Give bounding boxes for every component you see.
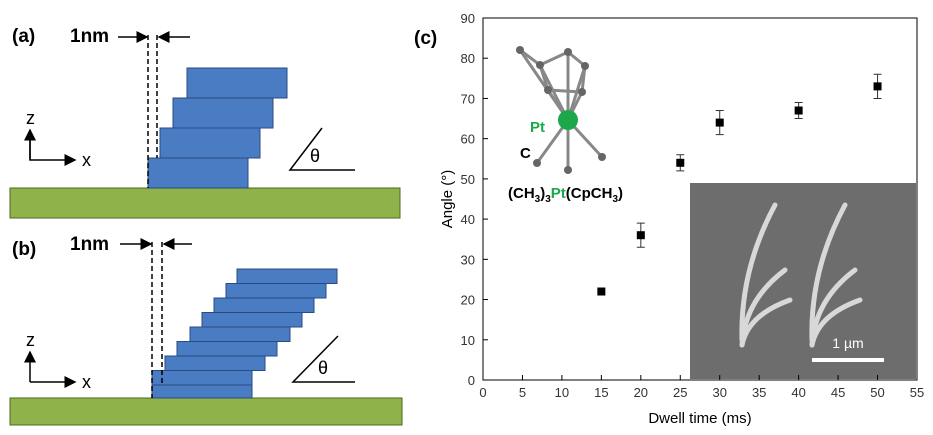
substrate bbox=[10, 398, 402, 425]
axis-x: x bbox=[82, 150, 91, 170]
y-tick-label: 10 bbox=[461, 333, 475, 348]
layers bbox=[148, 68, 287, 188]
x-tick-label: 0 bbox=[479, 385, 486, 400]
point bbox=[795, 107, 803, 115]
y-tick-label: 70 bbox=[461, 91, 475, 106]
sem-image bbox=[690, 183, 916, 379]
y-tick-label: 30 bbox=[461, 252, 475, 267]
pt-label: Pt bbox=[530, 119, 545, 136]
point bbox=[874, 82, 882, 90]
x-tick-label: 20 bbox=[634, 385, 648, 400]
figure: (a) 1nm z x θ (b) 1nm bbox=[0, 0, 933, 430]
c-label: C bbox=[520, 145, 531, 162]
axis-z: z bbox=[26, 108, 35, 128]
layers bbox=[152, 269, 337, 398]
x-axis-title: Dwell time (ms) bbox=[648, 410, 751, 427]
angle bbox=[290, 128, 355, 170]
point bbox=[637, 231, 645, 239]
point bbox=[716, 119, 724, 127]
formula: (CH3)3Pt(CpCH3) bbox=[508, 185, 623, 205]
formula-part: (CpCH bbox=[566, 185, 613, 202]
point bbox=[597, 288, 605, 296]
x-tick-label: 5 bbox=[519, 385, 526, 400]
x-tick-label: 10 bbox=[555, 385, 569, 400]
theta: θ bbox=[310, 146, 320, 166]
panel-a: (a) 1nm z x θ bbox=[10, 26, 400, 218]
y-tick-label: 0 bbox=[468, 373, 475, 388]
panel-label: (a) bbox=[12, 26, 35, 47]
panel-b: (b) 1nm z x θ bbox=[10, 234, 402, 425]
point bbox=[676, 159, 684, 167]
x-tick-label: 45 bbox=[831, 385, 845, 400]
y-tick-label: 40 bbox=[461, 212, 475, 227]
axis-x: x bbox=[82, 372, 91, 392]
x-tick-label: 25 bbox=[673, 385, 687, 400]
theta: θ bbox=[318, 358, 328, 378]
formula-part: Pt bbox=[551, 185, 566, 202]
x-tick-label: 15 bbox=[594, 385, 608, 400]
gap-label: 1nm bbox=[70, 26, 109, 47]
y-tick-label: 60 bbox=[461, 132, 475, 147]
formula-part: (CH bbox=[508, 185, 535, 202]
x-tick-label: 30 bbox=[712, 385, 726, 400]
axis-z: z bbox=[26, 330, 35, 350]
x-tick-label: 35 bbox=[752, 385, 766, 400]
panel-label: (b) bbox=[12, 239, 36, 260]
y-tick-label: 50 bbox=[461, 172, 475, 187]
x-tick-label: 50 bbox=[870, 385, 884, 400]
x-tick-label: 40 bbox=[791, 385, 805, 400]
y-tick-label: 90 bbox=[461, 11, 475, 26]
y-tick-label: 20 bbox=[461, 293, 475, 308]
y-tick-label: 80 bbox=[461, 51, 475, 66]
y-axis-title: Angle (°) bbox=[439, 170, 456, 229]
scale-bar-label: 1 µm bbox=[832, 335, 863, 351]
gap-label: 1nm bbox=[70, 234, 109, 255]
substrate bbox=[10, 188, 400, 218]
axes bbox=[30, 130, 75, 160]
x-tick-label: 55 bbox=[910, 385, 924, 400]
panel-label: (c) bbox=[414, 28, 437, 49]
formula-part: ) bbox=[618, 185, 623, 202]
